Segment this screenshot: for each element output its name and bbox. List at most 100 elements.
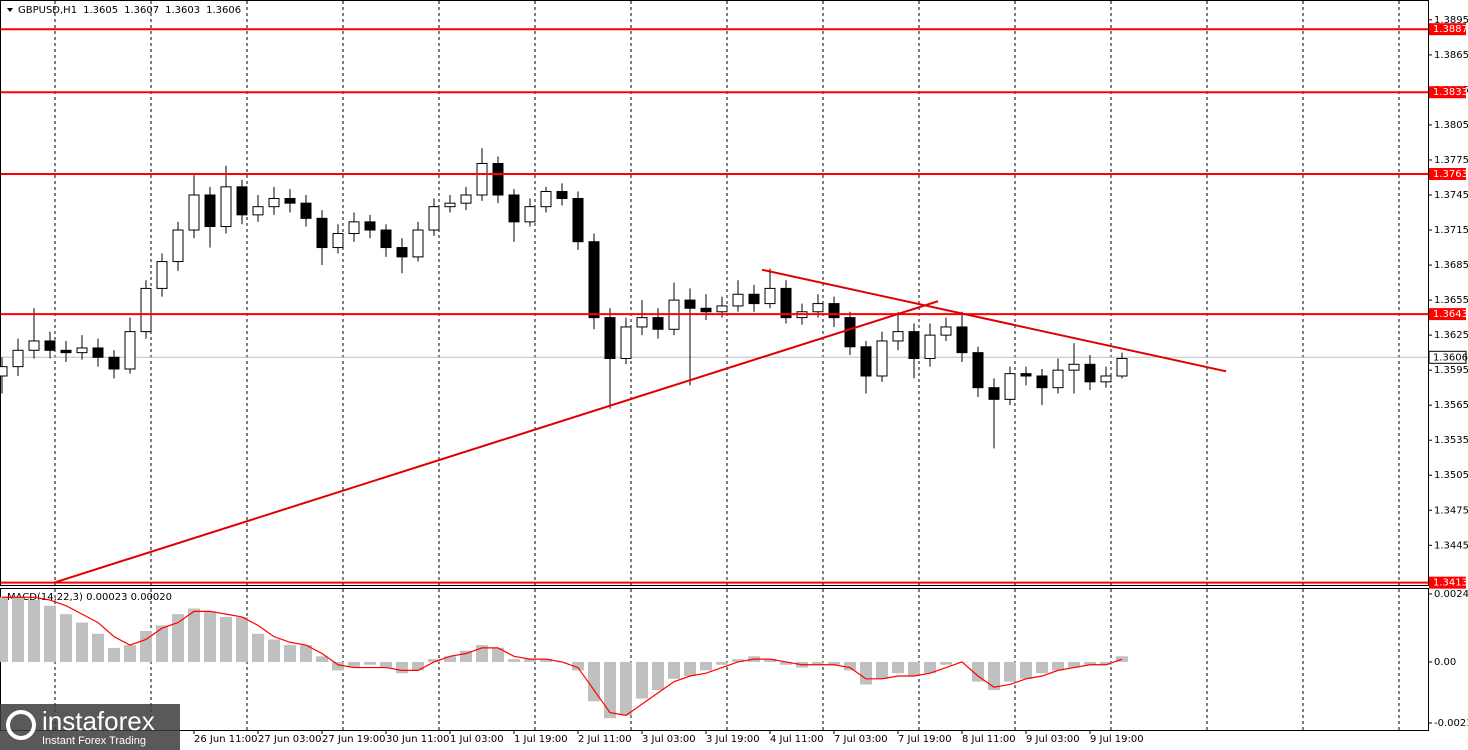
candle-body bbox=[220, 186, 232, 228]
trendline bbox=[761, 268, 1227, 373]
candle-body bbox=[156, 261, 168, 289]
y-tick-label: -0.00217 bbox=[1434, 718, 1468, 729]
macd-bar bbox=[284, 645, 296, 662]
candle-body bbox=[92, 347, 104, 358]
macd-bar bbox=[876, 661, 888, 679]
x-tick-label: 1 Jul 03:00 bbox=[450, 734, 504, 745]
candle-body bbox=[252, 206, 264, 216]
x-tick-label: 1 Jul 19:00 bbox=[514, 734, 568, 745]
symbol: GBPUSD,H1 bbox=[18, 5, 77, 16]
candle-body bbox=[332, 233, 344, 249]
macd-bar bbox=[380, 661, 392, 668]
candle-body bbox=[300, 202, 312, 219]
macd-bar bbox=[396, 661, 408, 674]
level-tag bbox=[1429, 308, 1466, 321]
y-tick-label: 1.3445 bbox=[1434, 540, 1468, 551]
x-tick-label: 7 Jul 03:00 bbox=[834, 734, 888, 745]
candle-body bbox=[1100, 375, 1112, 383]
macd-bar bbox=[300, 645, 312, 662]
trendline bbox=[53, 300, 939, 584]
candle-body bbox=[1068, 363, 1080, 371]
macd-bar bbox=[940, 661, 952, 665]
macd-bar bbox=[636, 661, 648, 699]
main-panel bbox=[0, 0, 1429, 586]
macd-bar bbox=[988, 661, 1000, 691]
x-tick-label: 30 Jun 11:00 bbox=[386, 734, 450, 745]
x-tick-label: 26 Jun 11:00 bbox=[194, 734, 258, 745]
macd-bar bbox=[316, 656, 328, 662]
macd-bar bbox=[540, 659, 552, 662]
candle-body bbox=[492, 162, 504, 196]
level-tag bbox=[1429, 86, 1466, 99]
candle-body bbox=[876, 340, 888, 377]
candle-body bbox=[572, 198, 584, 243]
macd-bar bbox=[28, 600, 40, 662]
candle-body bbox=[428, 206, 440, 231]
macd-bar bbox=[1100, 661, 1112, 665]
macd-bar bbox=[444, 656, 456, 662]
level-label: 1.3413 bbox=[1433, 578, 1468, 589]
candle-body bbox=[0, 366, 8, 377]
candle-body bbox=[412, 229, 424, 258]
logo: instaforex Instant Forex Trading bbox=[0, 704, 180, 750]
candle-body bbox=[508, 194, 520, 223]
macd-bar bbox=[108, 647, 120, 662]
candle-body bbox=[908, 331, 920, 359]
header-value: 1.3606 bbox=[206, 5, 241, 16]
macd-bar bbox=[172, 614, 184, 662]
candle-body bbox=[764, 287, 776, 305]
level-label: 1.3887 bbox=[1433, 24, 1468, 35]
header-value: 1.3607 bbox=[124, 5, 159, 16]
y-tick-label: 1.3745 bbox=[1434, 190, 1468, 201]
y-tick-label: 1.3775 bbox=[1434, 155, 1468, 166]
level-tag bbox=[1429, 576, 1466, 589]
macd-bar bbox=[60, 614, 72, 662]
level-label: 1.3763 bbox=[1433, 169, 1468, 180]
candle-body bbox=[828, 303, 840, 319]
candle-body bbox=[940, 326, 952, 336]
candle-body bbox=[700, 307, 712, 313]
macd-bar bbox=[1052, 661, 1064, 671]
candle-body bbox=[924, 334, 936, 359]
candle-body bbox=[1036, 375, 1048, 389]
macd-bar bbox=[508, 659, 520, 662]
candle-body bbox=[1116, 357, 1128, 377]
candle-body bbox=[524, 206, 536, 223]
candle-body bbox=[732, 293, 744, 307]
macd-bar bbox=[684, 661, 696, 677]
macd-bar bbox=[908, 661, 920, 677]
candle-body bbox=[652, 317, 664, 330]
candle-body bbox=[172, 229, 184, 263]
candle-body bbox=[284, 198, 296, 204]
macd-bar bbox=[236, 616, 248, 662]
macd-bar bbox=[252, 633, 264, 662]
candle-body bbox=[620, 326, 632, 359]
macd-bar bbox=[140, 631, 152, 662]
macd-bar bbox=[44, 605, 56, 662]
candle-body bbox=[956, 326, 968, 354]
x-tick-label: 9 Jul 19:00 bbox=[1090, 734, 1144, 745]
logo-name: instaforex bbox=[42, 706, 155, 736]
macd-bar bbox=[604, 661, 616, 719]
candle-body bbox=[348, 221, 360, 235]
x-tick-label: 3 Jul 19:00 bbox=[706, 734, 760, 745]
logo-icon bbox=[6, 710, 36, 740]
candle-body bbox=[588, 241, 600, 319]
macd-bar bbox=[892, 661, 904, 674]
macd-bar bbox=[716, 661, 728, 665]
candle-body bbox=[972, 352, 984, 389]
candle-body bbox=[716, 305, 728, 313]
candle-body bbox=[444, 202, 456, 208]
x-tick-label: 7 Jul 19:00 bbox=[898, 734, 952, 745]
candle-body bbox=[604, 317, 616, 359]
last-price-label: 1.3606 bbox=[1433, 352, 1468, 363]
candle-body bbox=[1052, 369, 1064, 389]
y-tick-label: 1.3865 bbox=[1434, 50, 1468, 61]
candle-body bbox=[124, 331, 136, 370]
candle-body bbox=[780, 287, 792, 319]
last-price-tag bbox=[1428, 350, 1467, 364]
y-tick-label: 1.3475 bbox=[1434, 505, 1468, 516]
candle-body bbox=[812, 303, 824, 313]
macd-bar bbox=[668, 661, 680, 679]
